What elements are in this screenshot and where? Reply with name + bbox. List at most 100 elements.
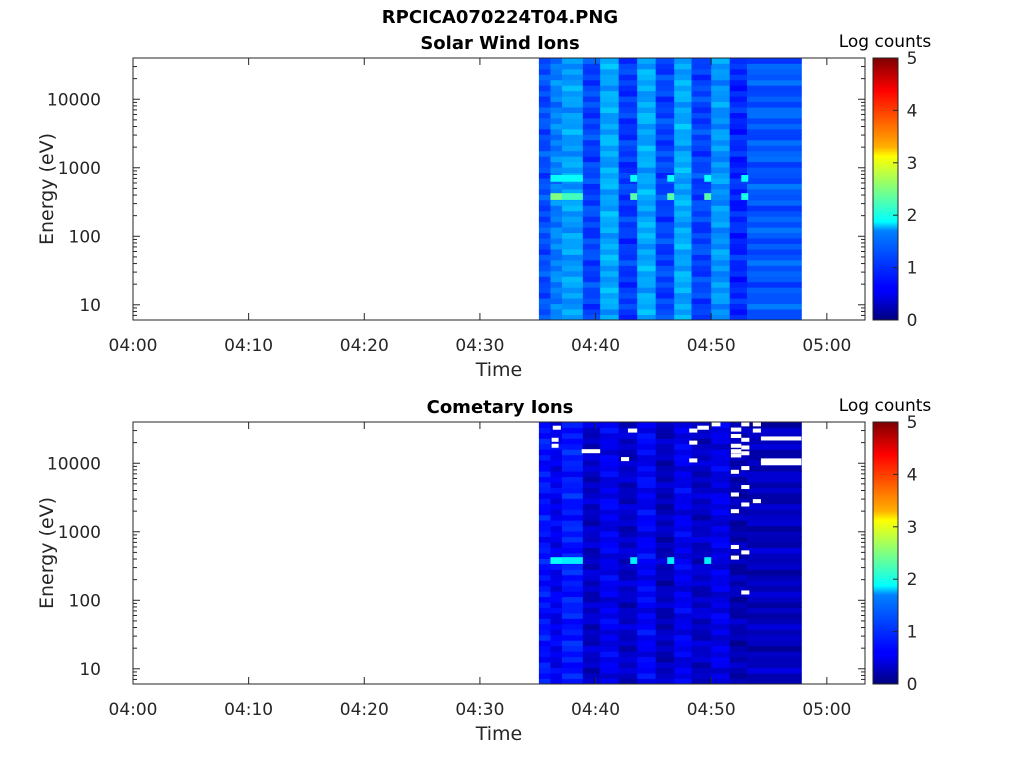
heatmap-cell: [600, 123, 620, 130]
heatmap-cell: [655, 623, 675, 630]
heatmap-cell: [618, 640, 638, 647]
heatmap-cell: [538, 585, 551, 592]
heatmap-cell: [637, 651, 657, 658]
heatmap-cell: [711, 85, 731, 92]
heatmap-cell: [582, 178, 601, 184]
heatmap-cell: [637, 422, 657, 428]
heatmap-cell: [562, 221, 584, 228]
heatmap-cell: [729, 249, 748, 255]
heatmap-cell: [538, 623, 551, 630]
heatmap-cell: [691, 432, 712, 439]
heatmap-cell: [562, 536, 584, 543]
heatmap-cell: [550, 139, 563, 146]
heatmap-cell: [691, 569, 712, 576]
heatmap-cell: [600, 134, 620, 141]
heatmap-cell: [550, 156, 563, 163]
heatmap-cell: [562, 443, 584, 450]
heatmap-cell: [691, 465, 712, 472]
heatmap-cell: [691, 651, 712, 658]
heatmap-cell: [538, 205, 551, 212]
heatmap-cell: [747, 542, 802, 548]
heatmap-cell: [711, 281, 731, 288]
heatmap-cell: [655, 427, 675, 434]
heatmap-cell: [637, 134, 657, 141]
heatmap-cell: [538, 194, 551, 201]
heatmap-cell: [562, 427, 584, 434]
heatmap-cell: [747, 303, 802, 310]
heatmap-cell: [729, 482, 748, 488]
heatmap-cell: [691, 640, 712, 647]
heatmap-cell: [618, 128, 638, 135]
heatmap-cell: [550, 640, 563, 647]
heatmap-cell: [618, 460, 638, 467]
heatmap-cell: [729, 673, 748, 679]
heatmap-cell: [618, 503, 638, 510]
heatmap-cell: [655, 227, 675, 234]
heatmap-cell: [747, 216, 802, 223]
heatmap-cell: [618, 438, 638, 445]
heatmap-cell: [674, 172, 692, 179]
heatmap-cell: [562, 591, 584, 598]
heatmap-cell: [711, 183, 731, 190]
heatmap-cell: [747, 520, 802, 527]
heatmap-cell: [711, 232, 731, 239]
heatmap-cell: [729, 79, 748, 86]
heatmap-cell: [538, 569, 551, 576]
heatmap-cell: [562, 645, 584, 652]
heatmap-cell: [729, 216, 748, 223]
heatmap-cell: [729, 265, 748, 272]
heatmap-cell: [582, 238, 601, 244]
heatmap-cell: [691, 558, 712, 565]
heatmap-cell: [600, 112, 620, 119]
colorbar-tick-label: 5: [907, 49, 918, 69]
heatmap-cell: [729, 438, 748, 445]
heatmap-cell: [600, 525, 620, 532]
heatmap-cell: [618, 443, 638, 450]
heatmap-cell: [538, 460, 551, 467]
heatmap-cell: [674, 63, 692, 70]
heatmap-cell: [562, 281, 584, 288]
heatmap-cell: [582, 276, 601, 283]
heatmap-cell: [600, 667, 620, 674]
heatmap-cell: [538, 498, 551, 505]
heatmap-cell: [747, 128, 802, 135]
heatmap-hotspot: [704, 175, 712, 182]
heatmap-cell: [747, 194, 802, 201]
heatmap-cell: [674, 563, 692, 570]
heatmap-cell: [538, 156, 551, 163]
heatmap-cell: [711, 553, 731, 559]
heatmap-cell: [655, 634, 675, 641]
heatmap-cell: [655, 580, 675, 587]
heatmap-cell: [711, 509, 731, 516]
heatmap-cell: [691, 107, 712, 113]
heatmap-cell: [637, 254, 657, 261]
heatmap-cell: [655, 422, 675, 428]
heatmap-cell: [600, 249, 620, 255]
heatmap-cell: [600, 438, 620, 445]
cometary-ions-panel: Cometary Ions Log counts Energy (eV) Tim…: [36, 396, 931, 745]
heatmap-cell: [538, 281, 551, 288]
heatmap-cell: [691, 607, 712, 614]
heatmap-cell: [550, 520, 563, 527]
heatmap-cell: [674, 128, 692, 135]
saturated-bin: [741, 466, 750, 471]
heatmap-cell: [691, 249, 712, 255]
heatmap-cell: [637, 79, 657, 86]
heatmap-cell: [562, 553, 584, 559]
heatmap-cell: [550, 85, 563, 92]
heatmap-cell: [562, 492, 584, 499]
heatmap-cell: [691, 259, 712, 266]
heatmap-cell: [729, 471, 748, 477]
heatmap-cell: [747, 309, 802, 315]
heatmap-cell: [674, 178, 692, 184]
heatmap-cell: [538, 150, 551, 157]
heatmap-cell: [582, 259, 601, 266]
heatmap-cell: [747, 238, 802, 244]
heatmap-cell: [618, 574, 638, 581]
heatmap-cell: [729, 591, 748, 598]
heatmap-cell: [562, 292, 584, 299]
heatmap-cell: [562, 525, 584, 532]
heatmap-cell: [729, 85, 748, 92]
heatmap-cell: [711, 629, 731, 636]
heatmap-cell: [729, 161, 748, 168]
